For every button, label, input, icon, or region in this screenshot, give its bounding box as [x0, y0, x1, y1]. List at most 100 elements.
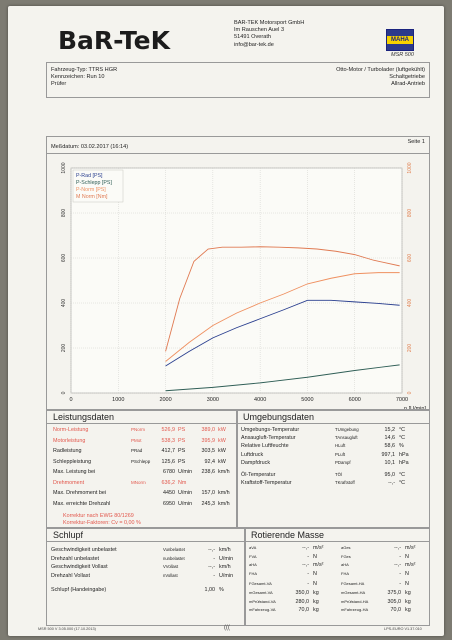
legend-entry: P-Norm [PS]: [76, 187, 106, 193]
leistung-unit: Nm: [178, 479, 187, 486]
umgebung-value: 58,6: [384, 443, 396, 450]
leistung-label: Schleppleistung: [53, 458, 92, 465]
leistung-value: 6780: [163, 469, 175, 475]
engine-type: Otto-Motor / Turbolader (luftgekühlt): [336, 67, 425, 73]
umgebung-unit: hPa: [399, 459, 409, 466]
masse-value: -: [399, 570, 401, 577]
leistung-value2: 245,3: [201, 500, 216, 507]
schlupf-unit: %: [219, 587, 224, 593]
x-tick-label: 5000: [301, 397, 313, 403]
leistung-value2: 303,5: [201, 448, 216, 454]
leistung-symbol: MNorm: [131, 479, 146, 485]
plot-area: [70, 167, 403, 394]
schlupf-label: Geschwindigkeit unbelastet: [51, 547, 117, 553]
schlupf-unit: U/min: [219, 555, 234, 562]
schlupf-label: Drehzahl Vollast: [51, 572, 90, 579]
x-tick-label: 4000: [254, 397, 266, 403]
masse-symbol: FGes: [341, 553, 351, 559]
leistung-label: Max. Leistung bei: [53, 469, 96, 475]
leistung-label: Drehmoment: [53, 479, 85, 486]
measure-date: Meßdatum: 03.02.2017 (16:14): [51, 144, 129, 150]
masse-symbol: aHA: [249, 562, 257, 568]
vehicle-plate: Kennzeichen: Run 10: [51, 74, 105, 81]
masse-value: -: [307, 553, 309, 560]
umgebung-value: --,-: [388, 480, 395, 487]
gearbox: Schaltgetriebe: [389, 74, 425, 81]
umgebung-symbol: TAnsaugluft: [335, 435, 358, 441]
masse-symbol: aVA: [249, 545, 257, 550]
umgebung-title: Umgebungsdaten: [243, 412, 315, 422]
leistung-unit2: kW: [218, 427, 226, 433]
x-tick-label: 7000: [396, 397, 408, 403]
umgebung-symbol: TUmgebung: [335, 427, 359, 432]
leistung-section: Leistungsdaten Norm-Leistung PNorm 526,9 PS…: [46, 410, 238, 528]
leistung-unit: PS: [178, 448, 186, 454]
footer-software: LPS-EURO V1.37.010: [384, 627, 422, 631]
y-tick-label-right: 400: [407, 299, 413, 308]
leistung-label: Max. erreichte Drehzahl: [53, 500, 111, 507]
page-number: Seite 1: [407, 139, 425, 145]
umgebung-symbol: TÖl: [335, 472, 342, 477]
leistung-unit: PS: [178, 437, 186, 444]
masse-unit: N: [405, 553, 409, 560]
legend-entry: M Norm [Nm]: [76, 194, 108, 200]
leistung-value: 4450: [163, 490, 175, 496]
leistung-unit2: km/h: [218, 469, 230, 475]
masse-value: --,-: [394, 545, 401, 551]
y-tick-label-left: 200: [61, 344, 67, 353]
tester: Prüfer: [51, 81, 67, 88]
schlupf-unit: km/h: [219, 564, 231, 570]
umgebung-unit: %: [399, 443, 404, 450]
leistung-value2: 389,0: [201, 427, 216, 433]
masse-value: 375,0: [387, 590, 402, 596]
masse-unit: m/s²: [405, 545, 416, 551]
umgebung-label: Luftdruck: [241, 451, 264, 458]
schlupf-unit: km/h: [219, 547, 231, 553]
masse-unit: N: [405, 581, 409, 588]
masse-value: --,-: [394, 562, 401, 569]
leistung-label: Max. Drehmoment bei: [53, 490, 107, 496]
schlupf-label: Geschwindigkeit Vollast: [51, 564, 108, 570]
masse-value: 280,0: [295, 598, 310, 605]
x-tick-label: 3000: [207, 397, 219, 403]
report-page: BaR-TeK BAR-TEK Motorsport GmbH Im Rausc…: [8, 6, 444, 636]
leistung-unit: U/min: [178, 490, 193, 496]
y-tick-label-right: 0: [407, 391, 413, 394]
umgebung-symbol: PDampf: [335, 459, 351, 465]
leistung-unit2: km/h: [218, 490, 230, 496]
masse-unit: kg: [313, 607, 319, 614]
umgebung-value: 997,1: [381, 451, 396, 458]
device-model: MSR 500: [391, 52, 414, 58]
leistung-value2: 157,0: [201, 490, 216, 496]
maha-logo: MAHA: [386, 29, 414, 51]
leistung-label: Radleistung: [53, 448, 82, 454]
leistung-unit: U/min: [178, 500, 193, 507]
masse-symbol: mGesamt-HA: [341, 590, 366, 595]
series-line-3: [165, 246, 400, 352]
masse-value: -: [307, 570, 309, 577]
masse-symbol: FHA: [341, 570, 349, 576]
masse-unit: kg: [313, 598, 319, 605]
masse-symbol: FGesamt-VA: [249, 581, 272, 587]
masse-symbol: mPrüfstand-VA: [249, 598, 276, 604]
umgebung-label: Dampfdruck: [241, 459, 271, 466]
umgebung-value: 14,6: [384, 435, 396, 442]
schlupf-symbol: nunbelastet: [163, 555, 185, 561]
masse-unit: kg: [405, 598, 411, 605]
x-tick-label: 2000: [159, 397, 171, 403]
leistung-symbol: PRad: [131, 448, 143, 453]
umgebung-label: Öl-Temperatur: [241, 472, 276, 478]
masse-symbol: mFahrzeug-HA: [341, 607, 369, 613]
masse-symbol: aGes: [341, 545, 351, 550]
masse-value: -: [399, 581, 401, 588]
y-tick-label-left: 400: [61, 299, 67, 308]
masse-symbol: mFahrzeug-VA: [249, 607, 276, 613]
umgebung-symbol: PLuft: [335, 451, 346, 457]
schlupf-label: Drehzahl unbelastet: [51, 555, 99, 562]
leistung-symbol: PSchlepp: [131, 458, 151, 464]
bartek-logo: BaR-TeK: [58, 26, 170, 55]
leistung-title: Leistungsdaten: [53, 412, 115, 422]
schlupf-value: --,-: [208, 564, 215, 570]
